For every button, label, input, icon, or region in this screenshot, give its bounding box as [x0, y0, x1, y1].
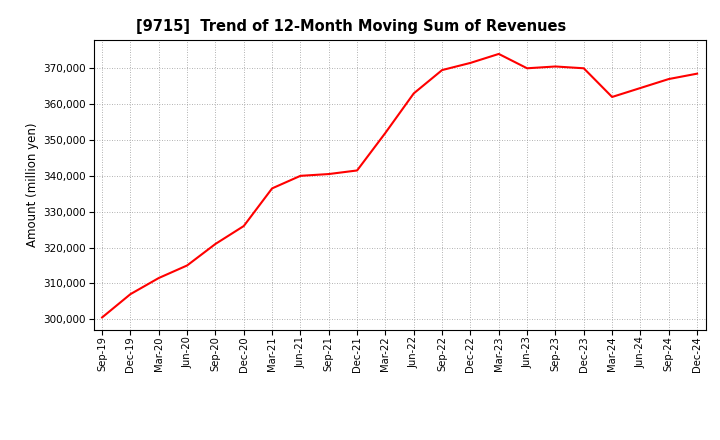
Text: [9715]  Trend of 12-Month Moving Sum of Revenues: [9715] Trend of 12-Month Moving Sum of R… — [137, 19, 567, 34]
Y-axis label: Amount (million yen): Amount (million yen) — [26, 123, 39, 247]
